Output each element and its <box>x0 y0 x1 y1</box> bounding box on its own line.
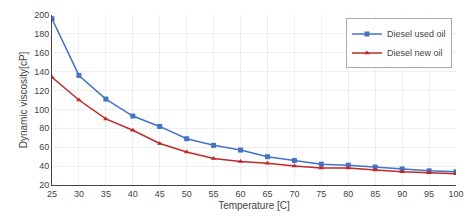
svg-text:180: 180 <box>34 29 49 39</box>
svg-text:60: 60 <box>236 189 246 199</box>
svg-text:140: 140 <box>34 67 49 77</box>
svg-text:40: 40 <box>128 189 138 199</box>
svg-text:Diesel new oil: Diesel new oil <box>387 48 443 58</box>
svg-text:85: 85 <box>370 189 380 199</box>
svg-text:35: 35 <box>101 189 111 199</box>
svg-text:Dynamic viscosity[cP]: Dynamic viscosity[cP] <box>18 51 29 148</box>
svg-text:160: 160 <box>34 48 49 58</box>
svg-text:200: 200 <box>34 10 49 20</box>
svg-text:75: 75 <box>316 189 326 199</box>
svg-text:80: 80 <box>39 123 49 133</box>
svg-text:25: 25 <box>47 189 57 199</box>
svg-text:55: 55 <box>209 189 219 199</box>
svg-text:100: 100 <box>34 105 49 115</box>
svg-text:65: 65 <box>262 189 272 199</box>
svg-text:95: 95 <box>424 189 434 199</box>
svg-text:20: 20 <box>39 180 49 190</box>
svg-text:40: 40 <box>39 161 49 171</box>
svg-text:60: 60 <box>39 142 49 152</box>
svg-text:50: 50 <box>182 189 192 199</box>
svg-text:Diesel used oil: Diesel used oil <box>387 29 446 39</box>
svg-text:80: 80 <box>343 189 353 199</box>
svg-text:70: 70 <box>289 189 299 199</box>
svg-text:120: 120 <box>34 86 49 96</box>
svg-text:45: 45 <box>155 189 165 199</box>
svg-text:100: 100 <box>448 189 463 199</box>
svg-text:90: 90 <box>397 189 407 199</box>
svg-text:Temperature [C]: Temperature [C] <box>218 200 290 211</box>
svg-text:30: 30 <box>74 189 84 199</box>
